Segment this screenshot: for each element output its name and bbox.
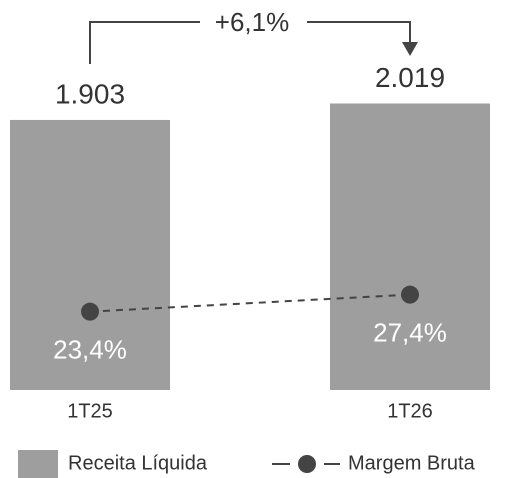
margin-value-label: 23,4%: [53, 335, 127, 365]
growth-label: +6,1%: [215, 7, 289, 37]
bar-value-label: 2.019: [375, 62, 445, 93]
x-tick-label: 1T25: [67, 400, 113, 422]
margin-point: [401, 285, 419, 304]
margin-point: [81, 302, 99, 321]
bar-value-label: 1.903: [55, 78, 125, 109]
margin-value-label: 27,4%: [373, 318, 447, 348]
legend-label: Receita Líquida: [68, 452, 208, 474]
bar: [330, 103, 490, 390]
growth-arrow: [89, 21, 411, 64]
legend-swatch: [18, 450, 58, 478]
arrow-right: [307, 21, 411, 44]
legend-marker: [298, 455, 316, 473]
margin-line: [89, 293, 411, 313]
legend-label: Margem Bruta: [348, 452, 476, 474]
arrow-left: [89, 21, 200, 64]
bar: [10, 119, 170, 391]
arrowhead: [402, 42, 418, 56]
x-tick-label: 1T26: [387, 400, 433, 422]
